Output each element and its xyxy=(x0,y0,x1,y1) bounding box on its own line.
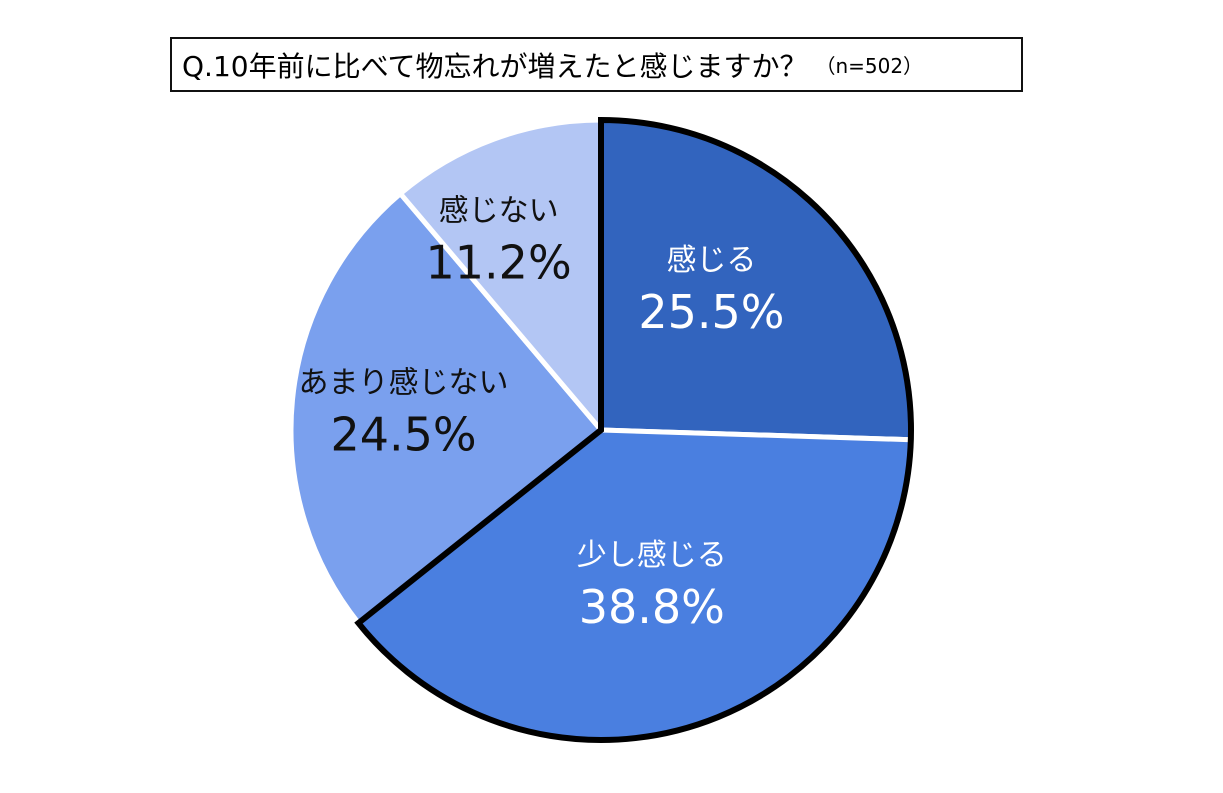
pie-slice-kanjinai xyxy=(397,117,604,433)
pie-slice-amari-kanjinai xyxy=(288,191,604,626)
slice-category-label-sukoshi-kanjiru: 少し感じる xyxy=(577,538,727,573)
slice-category-label-amari-kanjinai: あまり感じない xyxy=(299,366,509,401)
pie-slice-kanjiru xyxy=(598,117,914,443)
slice-value-label-amari-kanjinai: 24.5% xyxy=(330,408,476,462)
slice-category-label-kanjiru: 感じる xyxy=(666,243,756,278)
slice-value-label-kanjinai: 11.2% xyxy=(426,236,572,290)
highlight-outline xyxy=(354,116,914,743)
slice-value-label-kanjiru: 25.5% xyxy=(638,285,784,339)
chart-title: Q.10年前に比べて物忘れが増えたと感じますか？ xyxy=(182,49,808,83)
chart-title-box: Q.10年前に比べて物忘れが増えたと感じますか？ （n=502） xyxy=(170,37,1023,92)
slice-category-label-kanjinai: 感じない xyxy=(439,194,559,229)
sample-size: （n=502） xyxy=(815,54,924,78)
slice-value-label-sukoshi-kanjiru: 38.8% xyxy=(579,580,725,634)
